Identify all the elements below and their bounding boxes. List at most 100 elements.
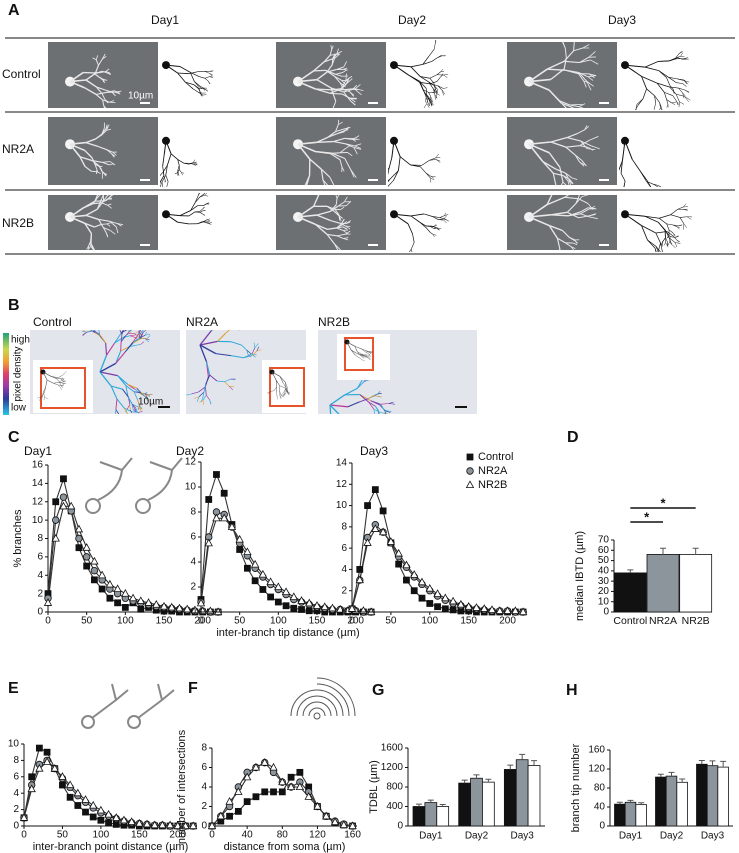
y-tick-label: 60 — [598, 545, 610, 556]
branch — [410, 213, 425, 217]
branch — [377, 191, 381, 193]
panel-a: Day1 Day2 Day3 Control NR2A NR2B — [2, 13, 735, 255]
branch — [363, 379, 370, 383]
branch — [372, 434, 374, 439]
branch — [382, 186, 386, 189]
marker — [213, 471, 220, 478]
branch — [285, 388, 287, 394]
branch — [283, 382, 287, 389]
branch — [95, 59, 99, 66]
branch — [69, 216, 86, 224]
y-tick-label: 4 — [341, 564, 347, 575]
branch — [105, 232, 109, 238]
branch — [365, 351, 369, 355]
branch — [336, 226, 343, 229]
inset-roi — [40, 367, 86, 409]
branch — [99, 334, 107, 344]
branch — [330, 441, 334, 446]
branch — [132, 404, 136, 411]
marker — [225, 796, 234, 805]
branch — [101, 93, 106, 101]
branch — [297, 143, 311, 160]
branch — [429, 159, 437, 161]
branch — [340, 206, 345, 210]
branch — [343, 61, 348, 68]
branch — [85, 79, 97, 88]
branch — [442, 90, 444, 96]
branch — [82, 330, 88, 333]
branch — [568, 211, 581, 217]
branch — [336, 235, 344, 239]
branch — [152, 186, 155, 187]
branch — [672, 232, 676, 236]
branch — [120, 334, 123, 342]
branch — [367, 354, 370, 357]
branch — [407, 223, 413, 235]
scale-bar — [599, 102, 609, 104]
branch — [676, 93, 685, 97]
branch — [297, 216, 316, 226]
legend-label: NR2A — [478, 465, 508, 477]
y-tick-label: 30 — [598, 576, 610, 587]
branch — [228, 386, 234, 390]
panel-label: E — [8, 680, 19, 697]
bar — [646, 554, 680, 613]
branch — [379, 188, 387, 189]
y-tick-label: 20 — [598, 586, 610, 597]
branch — [199, 193, 205, 198]
branch — [580, 140, 592, 147]
marker — [112, 813, 121, 821]
branch — [635, 104, 638, 110]
marker — [274, 582, 283, 590]
branch — [429, 102, 431, 107]
marker — [261, 788, 269, 796]
scale-bar — [599, 179, 609, 181]
branch — [371, 428, 372, 434]
branch — [350, 349, 356, 356]
marker — [495, 606, 504, 614]
marker — [59, 501, 68, 510]
x-tick-label: 120 — [309, 830, 326, 841]
branch — [653, 183, 659, 186]
branch — [193, 162, 198, 164]
branch — [43, 392, 45, 398]
branch — [140, 341, 145, 345]
marker — [127, 817, 136, 825]
branch — [208, 223, 212, 225]
panel-label: D — [567, 429, 579, 446]
branch — [132, 421, 133, 425]
branch — [410, 242, 415, 250]
y-tick-label: 10 — [598, 596, 610, 607]
branch — [93, 330, 97, 333]
branch — [662, 259, 665, 261]
image-group — [48, 42, 158, 108]
branch — [672, 95, 677, 102]
branch — [372, 419, 377, 422]
marker — [320, 602, 329, 610]
branch — [137, 326, 142, 329]
branch — [683, 80, 690, 83]
branch — [334, 243, 339, 250]
branch — [437, 85, 444, 89]
branch — [209, 399, 212, 405]
branch — [144, 333, 150, 336]
marker — [165, 820, 175, 829]
branch — [330, 205, 339, 212]
branch — [88, 327, 91, 330]
marker — [281, 587, 291, 595]
y-tick-label: 120 — [588, 764, 605, 775]
scale-label: 10µm — [128, 91, 153, 102]
branch — [385, 410, 391, 413]
branch — [215, 305, 217, 312]
branch — [105, 124, 110, 130]
branch — [657, 256, 661, 260]
branch — [377, 396, 382, 398]
branch — [90, 325, 92, 329]
branch — [420, 76, 429, 83]
branch — [297, 143, 316, 153]
branch — [341, 219, 345, 224]
branch — [124, 341, 134, 353]
branch — [283, 393, 286, 397]
branch — [145, 394, 148, 399]
branch — [95, 322, 98, 327]
